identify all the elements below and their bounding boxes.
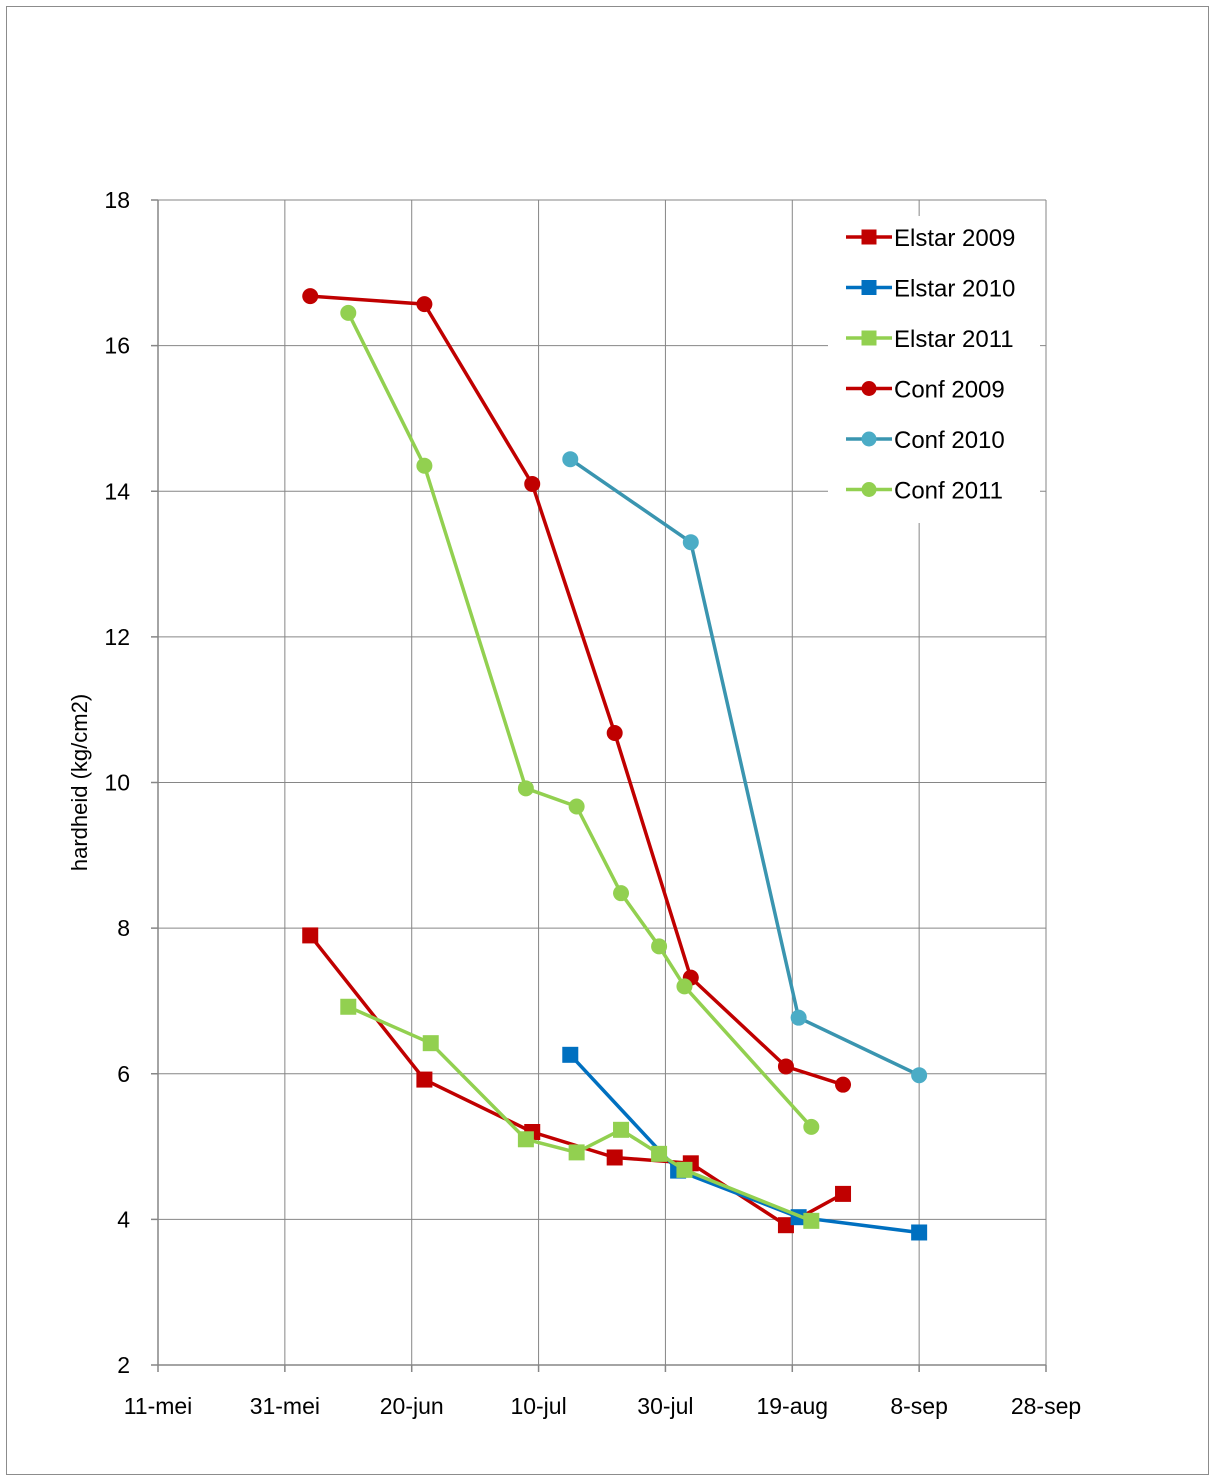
data-point-conf-2009 (302, 288, 319, 305)
data-point-elstar-2011 (613, 1121, 630, 1138)
data-point-elstar-2011 (517, 1131, 534, 1148)
data-point-elstar-2009 (416, 1071, 433, 1088)
legend-label-elstar-2009: Elstar 2009 (894, 225, 1015, 252)
data-point-elstar-2009 (302, 927, 319, 944)
legend-marker-elstar-2011 (861, 330, 877, 346)
data-point-conf-2011 (568, 798, 585, 815)
x-tick-label: 31-mei (250, 1393, 320, 1419)
data-point-conf-2010 (911, 1067, 928, 1084)
legend-marker-elstar-2010 (861, 280, 877, 295)
data-point-elstar-2011 (803, 1212, 820, 1229)
data-point-conf-2011 (416, 457, 433, 474)
series-line-conf-2010 (569, 457, 920, 1077)
y-tick-label: 6 (117, 1061, 130, 1087)
data-point-conf-2010 (562, 451, 579, 468)
data-point-conf-2009 (606, 724, 623, 741)
x-tick-label: 11-mei (124, 1393, 193, 1419)
y-tick-label: 8 (117, 915, 130, 941)
series-line-elstar-2009 (308, 934, 844, 1227)
data-point-conf-2009 (835, 1076, 852, 1093)
legend-label-conf-2011: Conf 2011 (894, 478, 1003, 505)
data-point-conf-2010 (682, 534, 699, 551)
x-tick-label: 8-sep (890, 1393, 948, 1419)
x-tick-label: 19-aug (756, 1393, 828, 1419)
y-tick-label: 10 (104, 770, 130, 796)
y-tick-label: 12 (104, 624, 130, 650)
x-tick-label: 20-jun (380, 1393, 444, 1419)
data-point-elstar-2010 (911, 1224, 928, 1241)
legend-marker-conf-2011 (861, 482, 877, 497)
series-line-conf-2011 (346, 312, 813, 1129)
y-axis-label: hardheid (kg/cm2) (67, 694, 92, 871)
data-point-conf-2009 (524, 475, 541, 492)
data-point-conf-2009 (777, 1058, 794, 1075)
legend-marker-conf-2009 (861, 381, 877, 396)
x-tick-label: 30-jul (637, 1393, 693, 1419)
data-point-elstar-2011 (676, 1161, 693, 1178)
data-point-conf-2011 (340, 304, 357, 321)
data-point-conf-2011 (517, 780, 534, 797)
legend-background (828, 216, 1040, 523)
y-tick-label: 16 (104, 333, 130, 359)
data-point-elstar-2009 (777, 1217, 794, 1234)
data-point-elstar-2011 (340, 998, 357, 1015)
data-point-conf-2011 (803, 1118, 820, 1135)
y-tick-label: 18 (104, 187, 130, 213)
legend-label-elstar-2010: Elstar 2010 (894, 276, 1015, 303)
series-line-elstar-2011 (347, 1005, 812, 1223)
legend-marker-elstar-2009 (861, 229, 877, 245)
data-point-conf-2011 (651, 938, 668, 955)
data-point-elstar-2009 (606, 1149, 623, 1166)
y-tick-label: 14 (104, 478, 130, 504)
series-line-conf-2009 (310, 294, 844, 1087)
data-point-elstar-2009 (835, 1185, 852, 1202)
legend-label-conf-2009: Conf 2009 (894, 377, 1005, 404)
legend-label-conf-2010: Conf 2010 (894, 427, 1005, 454)
x-tick-label: 10-jul (510, 1393, 566, 1419)
data-point-elstar-2011 (422, 1035, 439, 1052)
data-point-elstar-2011 (568, 1144, 585, 1161)
data-point-conf-2011 (676, 978, 693, 995)
data-point-elstar-2010 (562, 1046, 579, 1063)
data-point-conf-2010 (790, 1009, 807, 1026)
x-tick-label: 28-sep (1011, 1393, 1081, 1419)
series-line-elstar-2010 (569, 1053, 920, 1235)
y-tick-label: 2 (117, 1352, 130, 1378)
legend-marker-conf-2010 (861, 431, 877, 447)
data-point-elstar-2011 (651, 1145, 668, 1162)
legend-label-elstar-2011: Elstar 2011 (894, 326, 1014, 353)
data-point-conf-2011 (613, 885, 630, 902)
y-tick-label: 4 (117, 1206, 130, 1232)
data-point-conf-2009 (416, 296, 433, 313)
